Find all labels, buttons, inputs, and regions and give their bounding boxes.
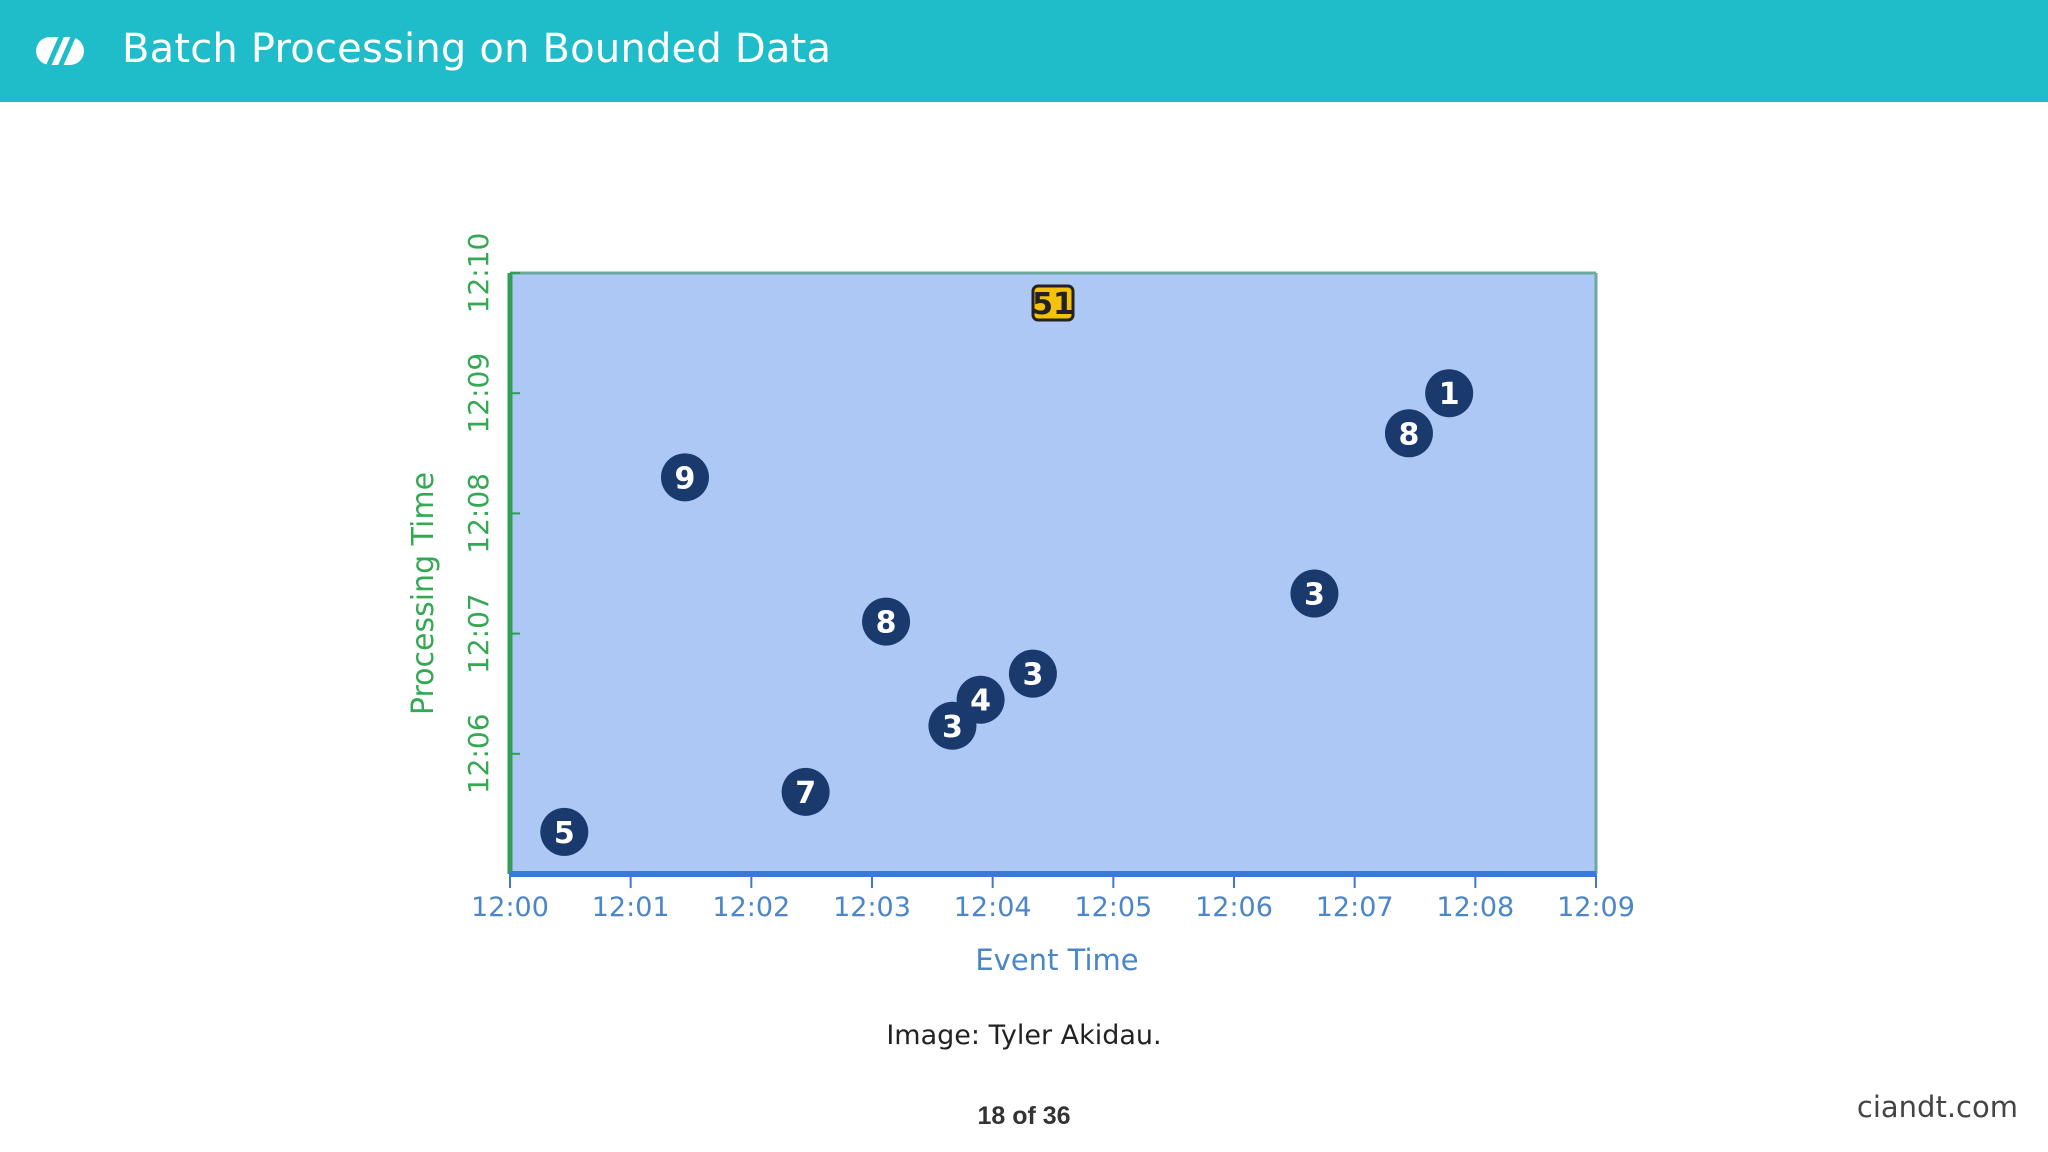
x-tick-label: 12:02 — [712, 892, 790, 923]
data-point-label: 8 — [876, 606, 897, 641]
data-point — [1384, 409, 1433, 458]
x-tick-label: 12:07 — [1316, 892, 1394, 923]
y-tick-label: 12:09 — [462, 353, 495, 434]
image-caption: Image: Tyler Akidau. — [886, 1020, 1162, 1051]
data-point — [1008, 649, 1057, 698]
data-point — [1425, 369, 1474, 418]
y-axis-label: Processing Time — [406, 472, 441, 715]
plot-area — [510, 273, 1596, 874]
data-point-label: 4 — [970, 684, 991, 719]
data-point-label: 5 — [554, 816, 575, 851]
logo-icon — [36, 34, 84, 68]
data-point-label: 1 — [1439, 377, 1460, 412]
header-bar: Batch Processing on Bounded Data — [0, 0, 2048, 102]
x-tick-label: 12:01 — [592, 892, 670, 923]
x-tick-label: 12:08 — [1436, 892, 1514, 923]
y-tick-label: 12:08 — [462, 473, 495, 554]
result-label: 51 — [1032, 287, 1074, 322]
y-tick-label: 12:10 — [462, 233, 495, 314]
x-tick-label: 12:04 — [954, 892, 1032, 923]
chart: 12:06 12:07 12:08 12:09 12:10 12:00 12:01 12:02… — [380, 220, 1670, 990]
site-link[interactable]: ciandt.com — [1856, 1090, 2018, 1124]
y-tick-label: 12:06 — [462, 713, 495, 794]
data-point — [540, 807, 589, 856]
y-tick-label: 12:07 — [462, 593, 495, 674]
data-point — [781, 767, 830, 816]
x-tick-label: 12:06 — [1195, 892, 1273, 923]
data-point-label: 9 — [675, 461, 696, 496]
x-tick-label: 12:09 — [1557, 892, 1635, 923]
data-point-label: 3 — [942, 710, 963, 745]
result-badge — [1031, 284, 1075, 322]
data-point-label: 8 — [1399, 417, 1420, 452]
x-tick-label: 12:05 — [1074, 892, 1152, 923]
data-point — [660, 453, 709, 502]
data-point-label: 3 — [1304, 578, 1325, 613]
scatter-chart: 12:06 12:07 12:08 12:09 12:10 12:00 12:01 12:02… — [406, 233, 1635, 977]
data-point — [862, 597, 911, 646]
slide-title: Batch Processing on Bounded Data — [122, 26, 832, 72]
x-axis-label: Event Time — [975, 943, 1138, 977]
data-point-label: 7 — [795, 776, 816, 811]
x-tick-label: 12:00 — [471, 892, 549, 923]
page-counter: 18 of 36 — [977, 1102, 1071, 1130]
data-point — [1290, 569, 1339, 618]
data-point — [956, 675, 1005, 724]
x-tick-label: 12:03 — [833, 892, 911, 923]
data-point-label: 3 — [1022, 658, 1043, 693]
